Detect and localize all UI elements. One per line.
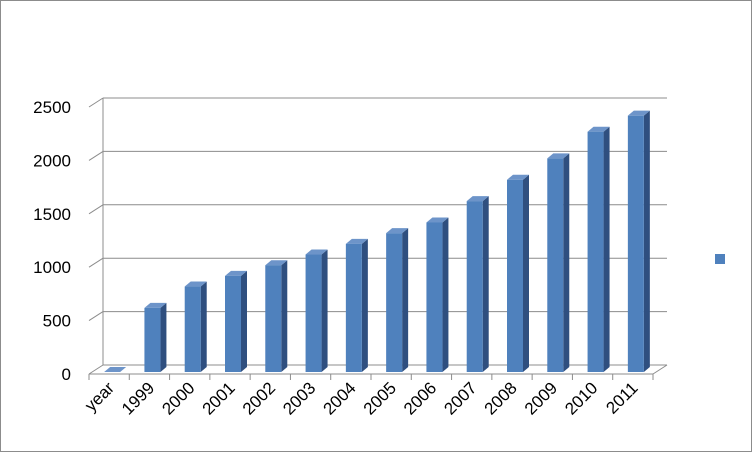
bar-top-face: [507, 174, 529, 180]
bar: [587, 126, 610, 372]
bar-front-face: [345, 243, 362, 372]
x-tick-label: 2005: [360, 378, 400, 418]
bar-front-face: [426, 222, 443, 372]
bar-front-face: [184, 286, 201, 372]
bar-front-face: [305, 254, 322, 372]
bar: [225, 270, 247, 372]
x-tick-label: 2006: [400, 378, 440, 418]
bar-side-face: [281, 260, 288, 372]
gridline-depth: [88, 97, 104, 108]
bar-side-face: [442, 217, 449, 372]
bar: [426, 217, 449, 372]
bar-top-face: [466, 196, 489, 202]
bar-top-face: [184, 281, 207, 287]
legend-swatch: [715, 254, 725, 264]
bar-top-face: [225, 270, 247, 276]
bar-front-face: [225, 275, 241, 372]
bar: [265, 260, 288, 372]
x-tick-label: 1999: [118, 378, 158, 418]
bar: [184, 281, 207, 372]
x-tick-label: 2004: [320, 378, 360, 418]
y-tick-label: 2500: [33, 98, 71, 117]
bar: [345, 238, 368, 372]
bar-top-face: [265, 260, 288, 266]
gridline-depth: [88, 311, 104, 322]
bar-side-face: [321, 249, 328, 372]
bar-top-face: [305, 249, 328, 255]
y-axis-tick-labels: 0 500 1000 1500 2000 2500: [33, 98, 71, 384]
bar-top-face: [144, 302, 167, 308]
x-tick-label: 2003: [279, 378, 319, 418]
x-tick-label: 2009: [521, 378, 561, 418]
bar: [104, 367, 127, 372]
bar-side-face: [160, 302, 167, 372]
legend: [715, 254, 725, 264]
x-tick-label: 2002: [239, 378, 279, 418]
bar-side-face: [643, 110, 650, 373]
y-tick-label: 1500: [33, 205, 71, 224]
bar: [547, 153, 570, 372]
bar-side-face: [402, 228, 409, 372]
bar-side-face: [482, 196, 489, 372]
x-axis-tick-labels: year 1999 2000 2001 2002 2003 2004 2005 2006 2007…: [81, 378, 642, 418]
bars: [104, 110, 650, 373]
gridline-depth: [88, 257, 104, 268]
bar: [627, 110, 650, 373]
bar-side-face: [361, 238, 368, 372]
bar-front-face: [386, 233, 403, 372]
y-tick-label: 0: [62, 365, 71, 384]
bar-side-face: [603, 126, 610, 372]
bar: [507, 174, 529, 372]
gridlines: [88, 97, 668, 380]
x-tick-label: 2011: [602, 378, 641, 417]
gridline-depth: [88, 150, 104, 161]
bar-front-face: [627, 115, 644, 373]
y-tick-label: 2000: [33, 151, 71, 170]
x-tick-label: 2007: [440, 378, 480, 418]
bar-front-face: [587, 131, 604, 372]
gridline-depth: [88, 364, 104, 375]
x-tick-label: 2001: [199, 378, 239, 418]
x-tick-label: year: [81, 378, 118, 415]
bar: [466, 196, 489, 372]
bar-top-face: [104, 367, 127, 372]
bar-side-face: [523, 174, 529, 372]
y-tick-label: 1000: [33, 258, 71, 277]
bar-front-face: [507, 179, 523, 372]
bar-top-face: [426, 217, 449, 223]
bar: [144, 302, 167, 372]
bar-front-face: [144, 307, 161, 372]
y-tick-label: 500: [43, 312, 71, 331]
bar-top-face: [587, 126, 610, 132]
bar-top-face: [386, 228, 409, 234]
bar-top-face: [627, 110, 650, 116]
x-tick-label: 2010: [561, 378, 601, 418]
bar-front-face: [466, 201, 483, 372]
bar-side-face: [563, 153, 570, 372]
x-tick-label: 2008: [481, 378, 521, 418]
bar-front-face: [265, 265, 282, 372]
gridline-depth: [88, 204, 104, 215]
x-tick-label: 2000: [158, 378, 198, 418]
bar-side-face: [241, 270, 247, 372]
bar: [386, 228, 409, 372]
floor-right-edge: [652, 364, 668, 375]
bar-side-face: [200, 281, 207, 372]
bar-front-face: [547, 158, 564, 372]
bar-top-face: [547, 153, 570, 159]
bar-top-face: [345, 238, 368, 244]
bar: [305, 249, 328, 372]
